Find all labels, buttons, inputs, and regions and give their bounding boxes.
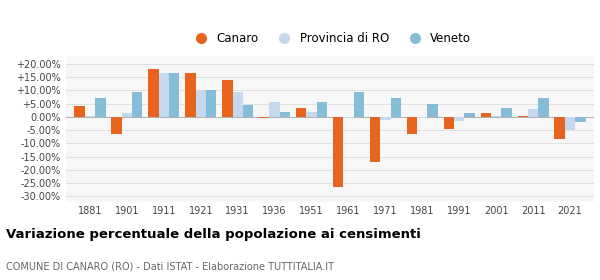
Bar <box>169 73 179 117</box>
Bar <box>280 112 290 117</box>
Bar <box>317 102 327 117</box>
Bar <box>259 117 269 118</box>
Bar <box>122 113 132 117</box>
Bar <box>185 73 196 117</box>
Bar <box>575 117 586 122</box>
Bar <box>85 116 95 117</box>
Bar <box>353 92 364 117</box>
Text: Variazione percentuale della popolazione ai censimenti: Variazione percentuale della popolazione… <box>6 228 421 241</box>
Bar <box>222 80 233 117</box>
Bar <box>233 92 243 117</box>
Bar <box>538 98 548 117</box>
Bar <box>464 113 475 117</box>
Text: COMUNE DI CANARO (RO) - Dati ISTAT - Elaborazione TUTTITALIA.IT: COMUNE DI CANARO (RO) - Dati ISTAT - Ela… <box>6 262 334 272</box>
Bar <box>528 109 538 117</box>
Bar <box>518 116 528 117</box>
Bar <box>407 117 417 134</box>
Bar <box>333 117 343 187</box>
Bar <box>454 117 464 121</box>
Bar <box>370 117 380 162</box>
Bar <box>269 102 280 117</box>
Bar <box>444 117 454 129</box>
Bar <box>491 116 502 117</box>
Bar <box>296 108 307 117</box>
Bar <box>481 113 491 117</box>
Bar <box>74 106 85 117</box>
Bar <box>427 104 438 117</box>
Bar <box>391 98 401 117</box>
Bar <box>206 90 216 117</box>
Bar <box>158 73 169 117</box>
Bar <box>95 98 106 117</box>
Bar <box>132 92 142 117</box>
Bar <box>502 108 512 117</box>
Bar <box>417 117 427 118</box>
Bar <box>307 112 317 117</box>
Bar <box>196 90 206 117</box>
Bar <box>565 117 575 130</box>
Bar <box>243 105 253 117</box>
Bar <box>148 69 158 117</box>
Bar <box>380 117 391 120</box>
Bar <box>112 117 122 134</box>
Legend: Canaro, Provincia di RO, Veneto: Canaro, Provincia di RO, Veneto <box>184 27 476 49</box>
Bar <box>343 117 353 118</box>
Bar <box>554 117 565 139</box>
